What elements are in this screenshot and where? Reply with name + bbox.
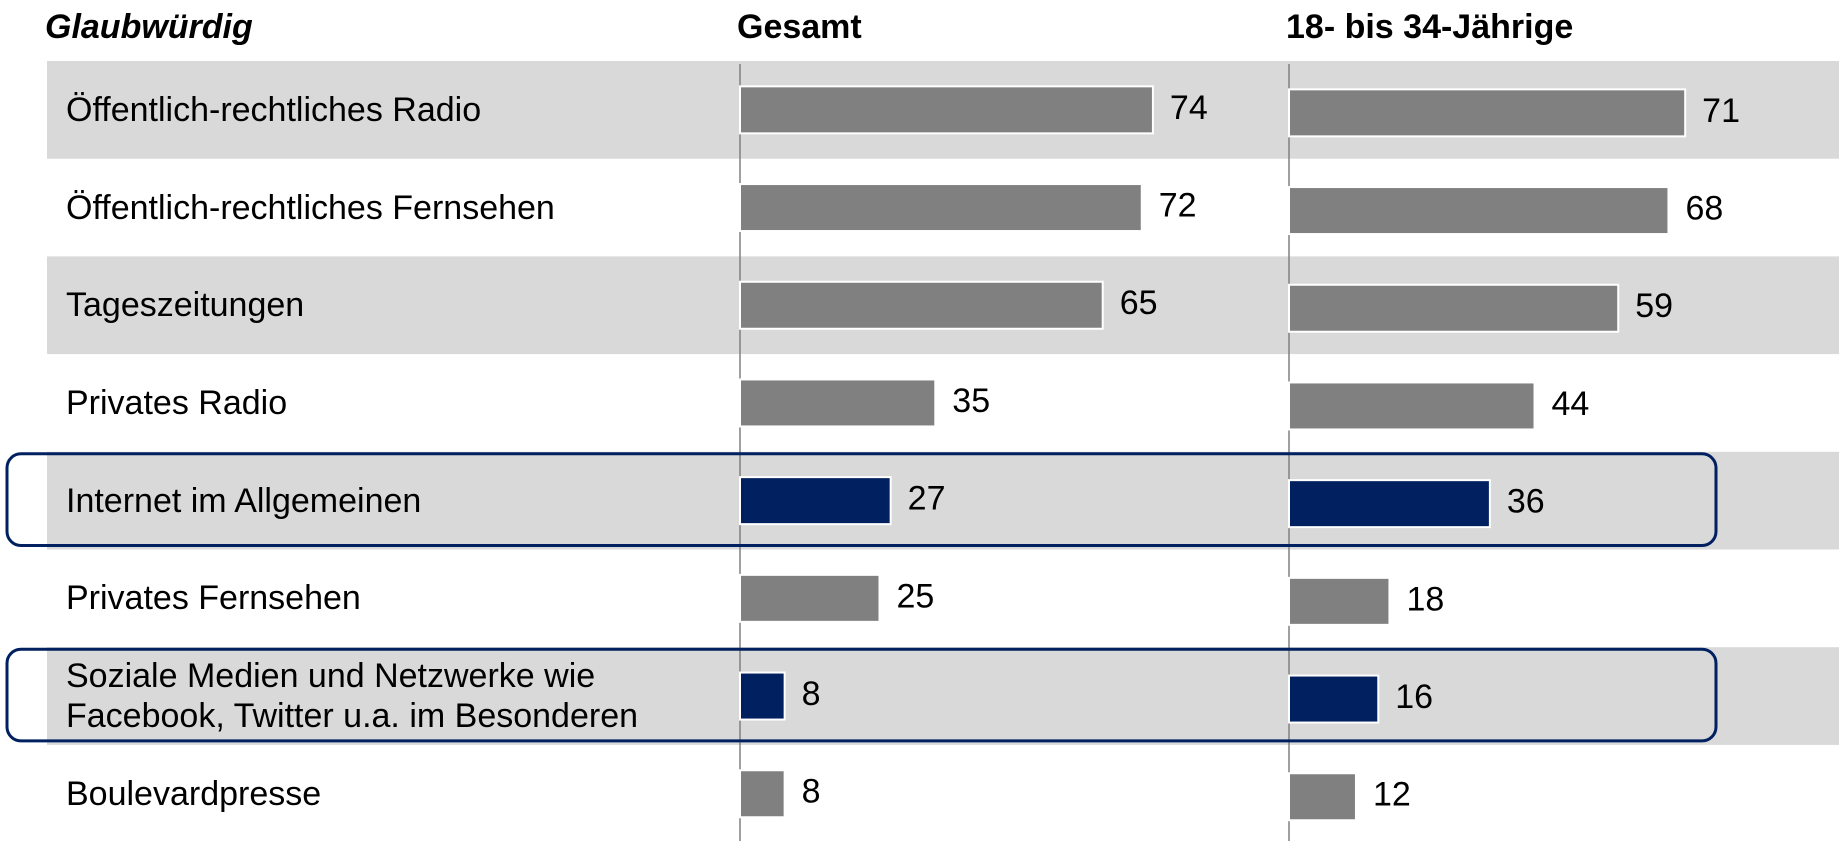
bar xyxy=(1288,186,1670,236)
panel-header: 18- bis 34-Jährige xyxy=(1286,8,1574,46)
value-label: 35 xyxy=(952,382,990,420)
value-label: 8 xyxy=(802,675,821,713)
panel-header: Gesamt xyxy=(737,8,862,46)
category-label: Privates Radio xyxy=(66,383,288,422)
value-label: 72 xyxy=(1159,187,1197,225)
row-band xyxy=(47,451,1839,550)
category-label: Boulevardpresse xyxy=(66,774,322,813)
row-band xyxy=(47,647,1839,745)
value-label: 59 xyxy=(1635,287,1673,325)
bar xyxy=(739,85,1154,135)
category-label: Tageszeitungen xyxy=(66,286,305,325)
highlight-frame xyxy=(5,452,1718,547)
value-label: 65 xyxy=(1120,284,1158,322)
bar xyxy=(739,476,892,526)
bar xyxy=(1288,88,1687,138)
bar xyxy=(1288,479,1491,529)
value-label: 16 xyxy=(1395,678,1433,716)
value-label: 36 xyxy=(1507,483,1545,521)
bar xyxy=(1288,772,1357,822)
bar xyxy=(1288,576,1391,626)
value-label: 44 xyxy=(1552,385,1590,423)
value-label: 25 xyxy=(897,577,935,615)
value-label: 74 xyxy=(1170,89,1208,127)
value-label: 27 xyxy=(908,480,946,518)
bar xyxy=(739,378,937,428)
bar xyxy=(1288,674,1380,724)
value-label: 8 xyxy=(802,773,821,811)
category-label: Öffentlich-rechtliches Fernsehen xyxy=(66,188,555,227)
bar xyxy=(739,280,1104,330)
category-label: Öffentlich-rechtliches Radio xyxy=(66,90,482,129)
bar xyxy=(739,671,786,721)
highlight-frame xyxy=(5,647,1718,743)
bar xyxy=(1288,381,1536,431)
category-label: Privates Fernsehen xyxy=(66,579,361,618)
bar xyxy=(1288,283,1620,333)
bar xyxy=(739,769,786,819)
value-label: 71 xyxy=(1702,92,1740,130)
value-label: 12 xyxy=(1373,776,1411,814)
bar xyxy=(739,183,1143,233)
value-label: 68 xyxy=(1685,190,1723,228)
bar xyxy=(739,573,881,623)
category-label: Internet im Allgemeinen xyxy=(66,481,422,520)
chart-title: Glaubwürdig xyxy=(45,8,253,46)
category-label: Soziale Medien und Netzwerke wie Faceboo… xyxy=(66,657,639,736)
value-label: 18 xyxy=(1406,580,1444,618)
